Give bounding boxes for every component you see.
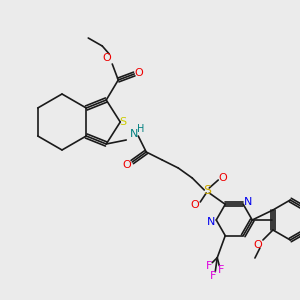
Text: S: S: [120, 117, 127, 127]
Text: O: O: [219, 173, 228, 183]
Text: F: F: [218, 265, 224, 275]
Text: N: N: [207, 217, 215, 227]
Text: O: O: [135, 68, 144, 78]
Text: N: N: [130, 129, 138, 139]
Text: O: O: [191, 200, 200, 210]
Text: O: O: [103, 53, 112, 63]
Text: O: O: [254, 240, 262, 250]
Text: F: F: [210, 271, 216, 281]
Text: N: N: [244, 197, 252, 207]
Text: S: S: [203, 184, 211, 196]
Text: F: F: [206, 261, 212, 271]
Text: O: O: [123, 160, 132, 170]
Text: H: H: [136, 124, 144, 134]
